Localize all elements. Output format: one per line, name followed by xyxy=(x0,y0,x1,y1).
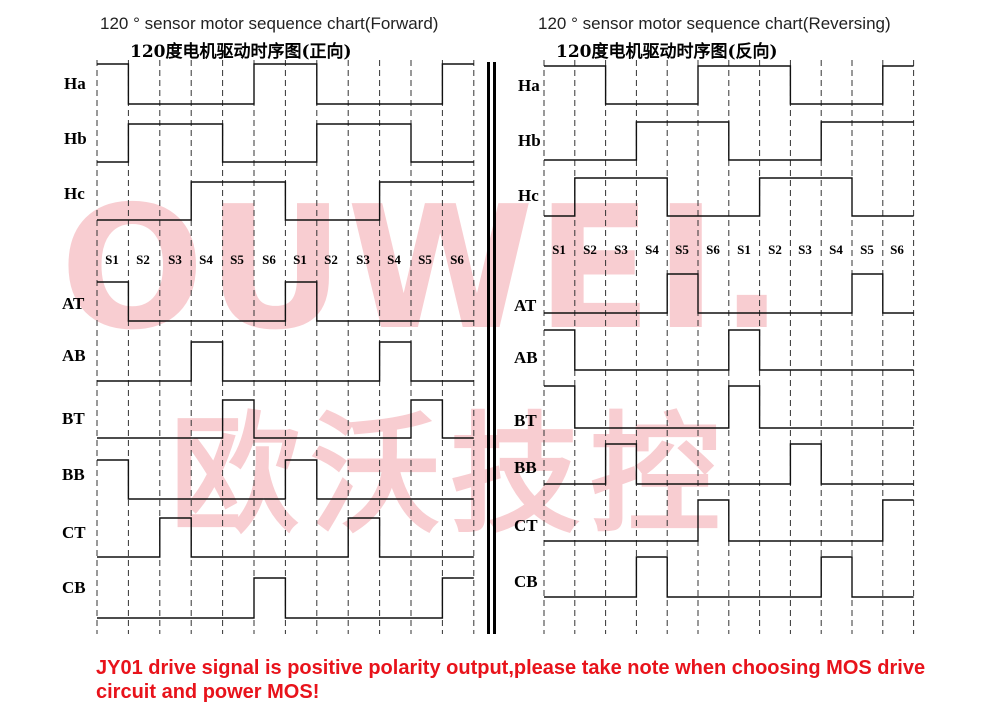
forward-subtitle: 120度电机驱动时序图(正向) xyxy=(130,42,352,62)
reversing-label-hb: Hb xyxy=(518,131,541,150)
reversing-step-7: S1 xyxy=(737,242,751,257)
reversing-waveform-hc xyxy=(544,177,914,217)
reversing-waveform-ha xyxy=(544,65,914,105)
watermark-latin: OUWEI. xyxy=(60,170,787,368)
forward-waveform-at xyxy=(97,281,474,322)
forward-waveform-bt xyxy=(97,399,474,439)
reversing-waveform-cb xyxy=(544,556,914,598)
reversing-step-10: S4 xyxy=(829,242,843,257)
forward-step-8: S2 xyxy=(324,252,338,267)
reversing-label-hc: Hc xyxy=(518,186,539,205)
forward-label-ha: Ha xyxy=(64,74,86,93)
forward-label-ab: AB xyxy=(62,346,86,365)
reversing-step-3: S3 xyxy=(614,242,628,257)
watermark-cjk: 欧沃技控 xyxy=(170,399,731,551)
footer-note: JY01 drive signal is positive polarity o… xyxy=(96,657,926,703)
reversing-step-2: S2 xyxy=(583,242,597,257)
forward-label-bb: BB xyxy=(62,465,85,484)
reversing-waveform-ct xyxy=(544,499,914,542)
forward-waveform-hc xyxy=(97,181,474,221)
reversing-waveform-bt xyxy=(544,385,914,429)
panel-divider-left xyxy=(487,62,490,634)
reversing-label-ct: CT xyxy=(514,516,538,535)
forward-waveform-cb xyxy=(97,577,474,619)
reversing-label-ha: Ha xyxy=(518,76,540,95)
forward-step-2: S2 xyxy=(136,252,150,267)
forward-waveform-bb xyxy=(97,459,474,500)
reversing-label-bb: BB xyxy=(514,458,537,477)
forward-label-bt: BT xyxy=(62,409,85,428)
forward-step-1: S1 xyxy=(105,252,119,267)
forward-step-12: S6 xyxy=(450,252,464,267)
reversing-waveform-bb xyxy=(544,443,914,485)
reversing-subtitle: 120度电机驱动时序图(反向) xyxy=(556,42,778,62)
forward-step-7: S1 xyxy=(293,252,307,267)
forward-step-9: S3 xyxy=(356,252,370,267)
forward-label-at: AT xyxy=(62,294,85,313)
forward-waveform-hb xyxy=(97,123,474,163)
forward-step-3: S3 xyxy=(168,252,182,267)
reversing-step-5: S5 xyxy=(675,242,689,257)
reversing-label-bt: BT xyxy=(514,411,537,430)
reversing-step-11: S5 xyxy=(860,242,874,257)
reversing-waveform-hb xyxy=(544,121,914,161)
reversing-title: 120 ° sensor motor sequence chart(Revers… xyxy=(538,14,891,33)
forward-title: 120 ° sensor motor sequence chart(Forwar… xyxy=(100,14,439,33)
forward-label-cb: CB xyxy=(62,578,86,597)
forward-step-5: S5 xyxy=(230,252,244,267)
panel-divider-right xyxy=(493,62,496,634)
forward-step-11: S5 xyxy=(418,252,432,267)
forward-label-hb: Hb xyxy=(64,129,87,148)
reversing-label-at: AT xyxy=(514,296,537,315)
forward-waveform-ct xyxy=(97,517,474,558)
forward-waveform-ab xyxy=(97,341,474,382)
reversing-step-12: S6 xyxy=(890,242,904,257)
forward-label-ct: CT xyxy=(62,523,86,542)
reversing-waveform-at xyxy=(544,273,914,314)
forward-step-4: S4 xyxy=(199,252,213,267)
reversing-step-4: S4 xyxy=(645,242,659,257)
reversing-step-9: S3 xyxy=(798,242,812,257)
forward-step-10: S4 xyxy=(387,252,401,267)
reversing-step-1: S1 xyxy=(552,242,566,257)
forward-step-6: S6 xyxy=(262,252,276,267)
forward-waveform-ha xyxy=(97,63,474,105)
reversing-waveform-ab xyxy=(544,329,914,371)
reversing-label-cb: CB xyxy=(514,572,538,591)
reversing-step-8: S2 xyxy=(768,242,782,257)
reversing-step-6: S6 xyxy=(706,242,720,257)
forward-label-hc: Hc xyxy=(64,184,85,203)
reversing-label-ab: AB xyxy=(514,348,538,367)
